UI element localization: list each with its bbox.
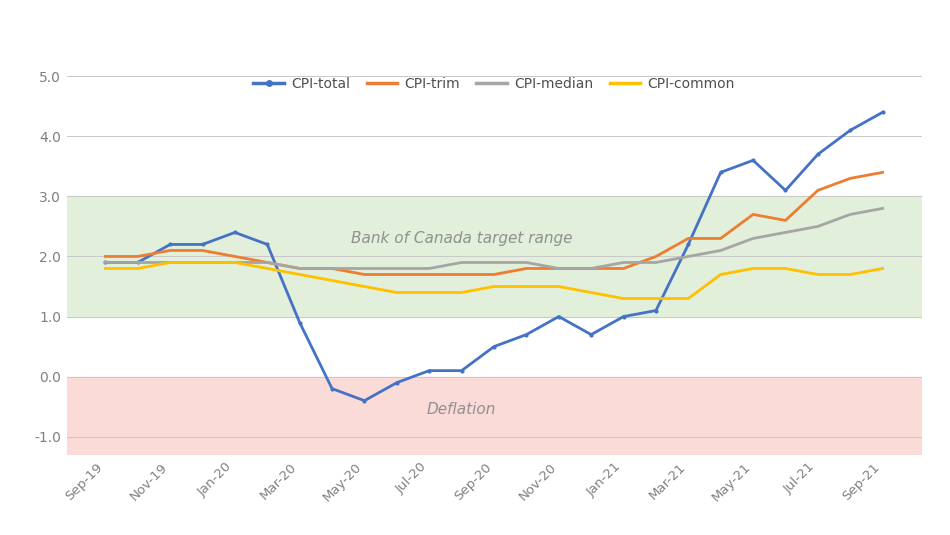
Bar	[66, 377, 921, 455]
Text: Deflation: Deflation	[427, 402, 496, 417]
Bar	[66, 196, 921, 317]
Text: Bank of Canada target range: Bank of Canada target range	[351, 231, 572, 246]
Legend: CPI-total, CPI-trim, CPI-median, CPI-common: CPI-total, CPI-trim, CPI-median, CPI-com…	[248, 71, 740, 96]
